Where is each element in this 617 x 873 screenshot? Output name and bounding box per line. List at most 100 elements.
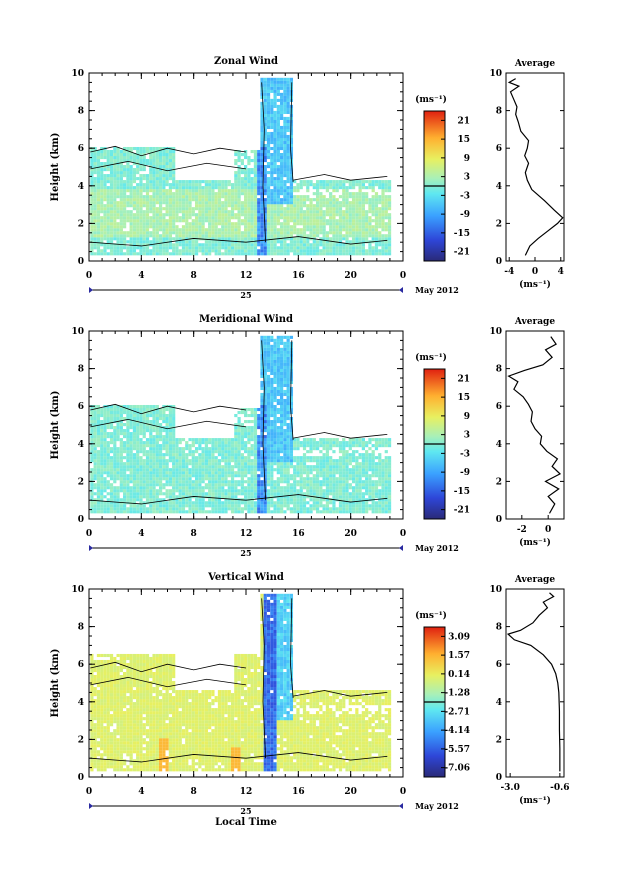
x-tick-label: 0 (400, 271, 406, 281)
colorbar-tick-label: 9 (464, 412, 470, 422)
avg-y-tick-label: 8 (496, 107, 502, 117)
y-axis-label: Height (km) (50, 391, 61, 460)
colorbar-tick-label: -4.14 (444, 726, 470, 736)
colorbar-tick-label: -2.71 (444, 707, 470, 717)
contour-line (293, 174, 388, 181)
date-axis-marker-right (399, 287, 403, 293)
avg-y-tick-label: 10 (489, 69, 502, 79)
contour-line (90, 403, 247, 415)
contour-line (90, 494, 388, 505)
x-tick-label: 12 (240, 271, 253, 281)
y-tick-label: 10 (71, 69, 84, 79)
month-label: May 2012 (415, 801, 459, 811)
x-tick-label: 4 (138, 787, 144, 797)
y-tick-label: 10 (71, 585, 84, 595)
avg-y-tick-label: 0 (496, 773, 502, 783)
average-frame (505, 330, 565, 520)
y-tick-label: 6 (78, 402, 84, 412)
colorbar-tick-label: -3 (460, 449, 470, 459)
avg-y-tick-label: 4 (496, 698, 502, 708)
avg-x-tick-label: 0 (545, 525, 551, 535)
colorbar-tick-label: 21 (457, 116, 470, 126)
colorbar-tick-label: -9 (460, 468, 470, 478)
colorbar-tick-label: -15 (454, 229, 470, 239)
average-title: Average (514, 575, 555, 585)
contour-line (90, 145, 247, 157)
y-tick-label: 6 (78, 660, 84, 670)
x-tick-label: 16 (292, 271, 305, 281)
avg-y-tick-label: 2 (496, 735, 502, 745)
contour-line (90, 418, 247, 430)
x-tick-label: 8 (191, 529, 197, 539)
y-tick-label: 0 (78, 515, 84, 525)
y-axis-label: Height (km) (50, 133, 61, 202)
heatmap-cells (90, 77, 392, 256)
colorbar-tick-label: 3 (464, 173, 470, 183)
date-label: 25 (240, 290, 251, 300)
colorbar-tick-label: 15 (457, 135, 470, 145)
date-axis-marker-left (89, 545, 93, 551)
y-tick-label: 4 (78, 698, 84, 708)
x-tick-label: 12 (240, 529, 253, 539)
contour-lines (90, 598, 388, 763)
contour-line (90, 160, 247, 172)
y-tick-label: 8 (78, 623, 84, 633)
y-tick-label: 4 (78, 440, 84, 450)
average-profile-line (506, 592, 561, 772)
y-tick-label: 10 (71, 327, 84, 337)
x-tick-label: 4 (138, 271, 144, 281)
colorbar-unit: (ms⁻¹) (415, 94, 447, 105)
x-tick-label: 16 (292, 787, 305, 797)
x-tick-label: 0 (400, 787, 406, 797)
colorbar-tick-label: -15 (454, 487, 470, 497)
contour-line (90, 661, 247, 673)
colorbar-tick-label: 15 (457, 393, 470, 403)
date-label: 25 (240, 548, 251, 558)
y-tick-label: 6 (78, 144, 84, 154)
date-axis-marker-right (399, 803, 403, 809)
panel-title: Zonal Wind (214, 56, 278, 67)
colorbar-tick-label: -5.57 (444, 745, 470, 755)
y-tick-label: 2 (78, 477, 84, 487)
y-tick-label: 2 (78, 219, 84, 229)
avg-y-tick-label: 10 (489, 585, 502, 595)
date-label: 25 (240, 806, 251, 816)
contour-line (261, 82, 267, 243)
colorbar-tick-label: -7.06 (444, 764, 470, 774)
heatmap-cells (90, 335, 392, 514)
contour-line (290, 340, 294, 441)
panel-title: Vertical Wind (207, 572, 284, 583)
colorbar-tick-label: 21 (457, 374, 470, 384)
avg-y-tick-label: 2 (496, 477, 502, 487)
average-profile-line (507, 336, 562, 514)
contour-lines (90, 340, 388, 505)
month-label: May 2012 (415, 285, 459, 295)
contour-lines (90, 82, 388, 247)
x-tick-label: 8 (191, 787, 197, 797)
avg-y-tick-label: 8 (496, 623, 502, 633)
contour-line (90, 752, 388, 763)
y-tick-label: 8 (78, 365, 84, 375)
avg-y-tick-label: 4 (496, 182, 502, 192)
y-tick-label: 4 (78, 182, 84, 192)
y-tick-label: 0 (78, 773, 84, 783)
colorbar-tick-label: -21 (454, 248, 470, 258)
avg-x-tick-label: -4 (504, 267, 514, 277)
x-axis-label: Local Time (215, 817, 277, 828)
x-tick-label: 12 (240, 787, 253, 797)
panel-title: Meridional Wind (199, 314, 293, 325)
colorbar-tick-label: -21 (454, 506, 470, 516)
y-axis-label: Height (km) (50, 649, 61, 718)
colorbar-tick-label: 3.09 (448, 632, 470, 642)
contour-line (261, 598, 267, 759)
colorbar-tick-label: 9 (464, 154, 470, 164)
colorbar-tick-label: -9 (460, 210, 470, 220)
average-profile-line (507, 78, 564, 256)
x-tick-label: 4 (138, 529, 144, 539)
avg-y-tick-label: 6 (496, 144, 502, 154)
colorbar-tick-label: -3 (460, 191, 470, 201)
colorbar-tick-label: 0.14 (448, 670, 470, 680)
